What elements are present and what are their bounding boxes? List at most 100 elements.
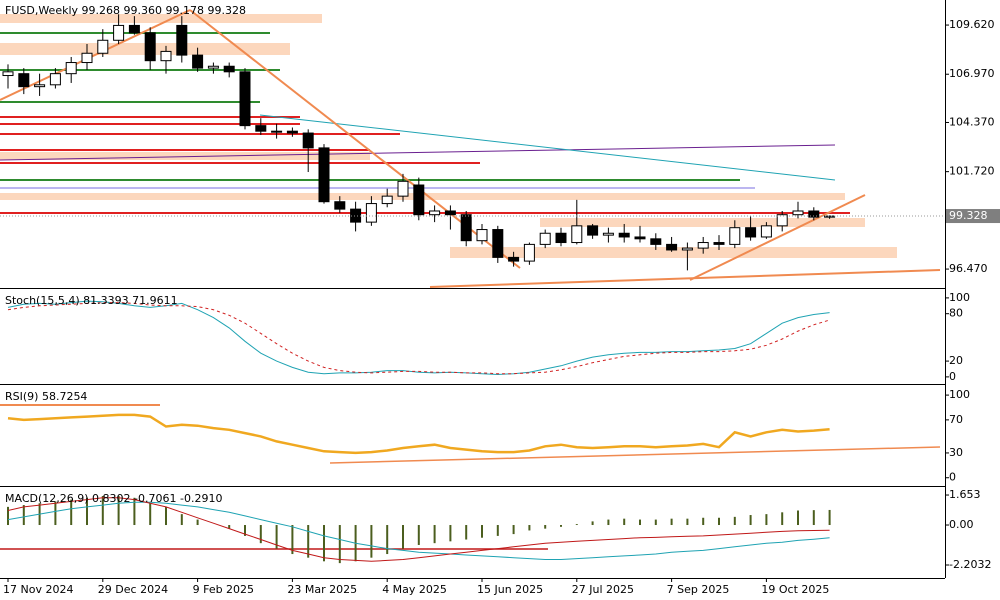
candle-body xyxy=(476,229,488,242)
y-tick-label: 0 xyxy=(949,471,956,484)
time-label: 27 Jul 2025 xyxy=(572,583,634,596)
moving-average xyxy=(259,114,836,181)
candle-body xyxy=(192,54,204,69)
candle-body xyxy=(666,243,678,251)
trend-line xyxy=(689,194,866,281)
y-tick-label: 0 xyxy=(949,370,956,383)
candle-body xyxy=(713,242,725,245)
time-label: 17 Nov 2024 xyxy=(3,583,73,596)
candle-body xyxy=(539,232,551,245)
candle-body xyxy=(318,147,330,203)
frame xyxy=(0,0,946,579)
y-tick-label: -2.2032 xyxy=(949,558,991,571)
panel-title: FUSD,Weekly 99.268 99.360 99.178 99.328 xyxy=(5,4,246,17)
panel-title: RSI(9) 58.7254 xyxy=(5,390,87,403)
panel-title: Stoch(15,5,4) 81.3393 71.9611 xyxy=(5,294,178,307)
candle-body xyxy=(681,247,693,251)
moving-average xyxy=(0,144,836,161)
zone xyxy=(450,247,897,258)
candle-body xyxy=(49,73,61,86)
candle-body xyxy=(824,215,836,218)
indicator-line xyxy=(7,300,830,376)
candle-body xyxy=(271,130,283,133)
candle-body xyxy=(492,229,504,258)
time-label: 29 Dec 2024 xyxy=(98,583,168,596)
candle-body xyxy=(602,232,614,236)
y-tick-label: 20 xyxy=(949,354,963,367)
candle-body xyxy=(697,242,709,249)
candle-body xyxy=(555,232,567,244)
candle-body xyxy=(160,50,172,62)
candle-body xyxy=(650,238,662,245)
candle-body xyxy=(508,256,520,262)
y-tick-label: 0.00 xyxy=(949,518,974,531)
candle-body xyxy=(18,73,30,88)
candle-body xyxy=(302,132,314,149)
candle-body xyxy=(65,62,77,75)
candle-body xyxy=(255,125,267,132)
candle-body xyxy=(34,84,46,88)
indicator-line xyxy=(7,497,830,562)
candle-body xyxy=(523,243,535,262)
panel-title: MACD(12,26,9) 0.8302 -0.7061 -0.2910 xyxy=(5,492,222,505)
candle-body xyxy=(286,130,298,134)
candle-body xyxy=(365,203,377,223)
candle-body xyxy=(760,225,772,238)
candle-body xyxy=(113,24,125,41)
candle-body xyxy=(128,24,140,34)
current-price-label: 99.328 xyxy=(949,209,988,222)
candle-body xyxy=(397,180,409,197)
y-tick-label: 1.653 xyxy=(949,488,981,501)
y-tick-label: 70 xyxy=(949,413,963,426)
candle-body xyxy=(634,236,646,240)
time-label: 23 Mar 2025 xyxy=(287,583,357,596)
trend-line xyxy=(0,9,191,101)
y-tick-label: 101.720 xyxy=(949,165,995,178)
candle-body xyxy=(776,214,788,227)
y-tick-label: 100 xyxy=(949,291,970,304)
candle-body xyxy=(350,208,362,223)
rsi-trend-line xyxy=(329,446,941,464)
candle-body xyxy=(618,232,630,238)
candle-body xyxy=(144,32,156,62)
current-price-box xyxy=(946,209,1000,224)
time-label: 19 Oct 2025 xyxy=(761,583,829,596)
y-tick-label: 96.470 xyxy=(949,262,988,275)
candle-body xyxy=(176,24,188,56)
candle-body xyxy=(223,65,235,73)
candle-body xyxy=(239,71,251,127)
candle-body xyxy=(571,225,583,244)
candle-body xyxy=(81,52,93,64)
candle-body xyxy=(413,184,425,216)
y-tick-label: 109.620 xyxy=(949,18,995,31)
time-label: 4 May 2025 xyxy=(382,583,447,596)
candle-body xyxy=(460,214,472,242)
indicator-line xyxy=(7,413,830,455)
zone xyxy=(0,14,322,23)
y-tick-label: 100 xyxy=(949,388,970,401)
candle-body xyxy=(429,210,441,216)
zone xyxy=(0,152,370,160)
candle-body xyxy=(729,227,741,245)
y-tick-label: 80 xyxy=(949,307,963,320)
y-tick-label: 30 xyxy=(949,446,963,459)
candle-body xyxy=(381,195,393,205)
indicator-line xyxy=(7,302,830,375)
candle-body xyxy=(808,210,820,218)
candle-body xyxy=(334,201,346,210)
candle-body xyxy=(97,39,109,54)
trend-line xyxy=(429,269,941,288)
candle-body xyxy=(2,71,14,77)
candle-body xyxy=(745,227,757,238)
y-tick-label: 106.970 xyxy=(949,67,995,80)
y-tick-label: 104.370 xyxy=(949,115,995,128)
candle-body xyxy=(587,225,599,236)
time-label: 7 Sep 2025 xyxy=(667,583,730,596)
time-label: 15 Jun 2025 xyxy=(477,583,543,596)
time-label: 9 Feb 2025 xyxy=(193,583,254,596)
zone xyxy=(540,218,865,227)
candle-body xyxy=(444,210,456,216)
